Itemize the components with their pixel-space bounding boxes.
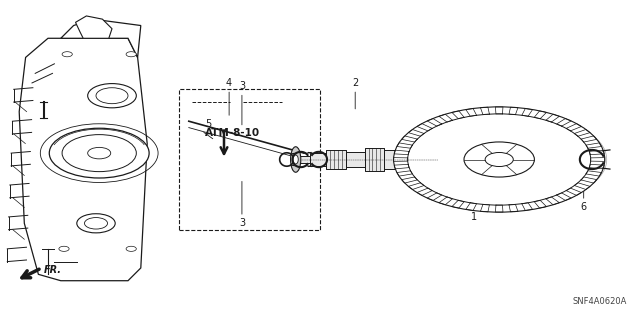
Circle shape xyxy=(88,84,136,108)
Polygon shape xyxy=(76,16,112,38)
Circle shape xyxy=(88,147,111,159)
Circle shape xyxy=(485,152,513,167)
Bar xyxy=(365,148,384,171)
Bar xyxy=(179,89,320,230)
Circle shape xyxy=(62,52,72,57)
Ellipse shape xyxy=(293,155,298,164)
Text: 3: 3 xyxy=(239,81,245,91)
Circle shape xyxy=(96,88,128,104)
Text: SNF4A0620A: SNF4A0620A xyxy=(573,297,627,306)
Text: 6: 6 xyxy=(580,202,587,212)
Circle shape xyxy=(59,246,69,251)
Circle shape xyxy=(464,142,534,177)
Text: 5: 5 xyxy=(205,119,211,130)
Bar xyxy=(346,152,365,167)
Circle shape xyxy=(84,218,108,229)
Bar xyxy=(384,150,403,169)
Polygon shape xyxy=(19,38,147,281)
Text: 3: 3 xyxy=(239,218,245,228)
Text: FR.: FR. xyxy=(44,264,61,275)
Circle shape xyxy=(62,135,136,172)
Polygon shape xyxy=(61,19,141,57)
Text: ATM-8-10: ATM-8-10 xyxy=(205,128,260,137)
Bar xyxy=(326,150,346,169)
Bar xyxy=(403,152,422,167)
Bar xyxy=(310,153,326,166)
Text: 2: 2 xyxy=(352,78,358,88)
Circle shape xyxy=(49,128,149,178)
Circle shape xyxy=(126,52,136,57)
Bar xyxy=(291,156,310,163)
Ellipse shape xyxy=(291,147,301,172)
Bar xyxy=(422,154,438,165)
Circle shape xyxy=(126,246,136,251)
Circle shape xyxy=(77,214,115,233)
Text: 4: 4 xyxy=(226,78,232,88)
Text: 1: 1 xyxy=(470,212,477,222)
Circle shape xyxy=(394,107,605,212)
